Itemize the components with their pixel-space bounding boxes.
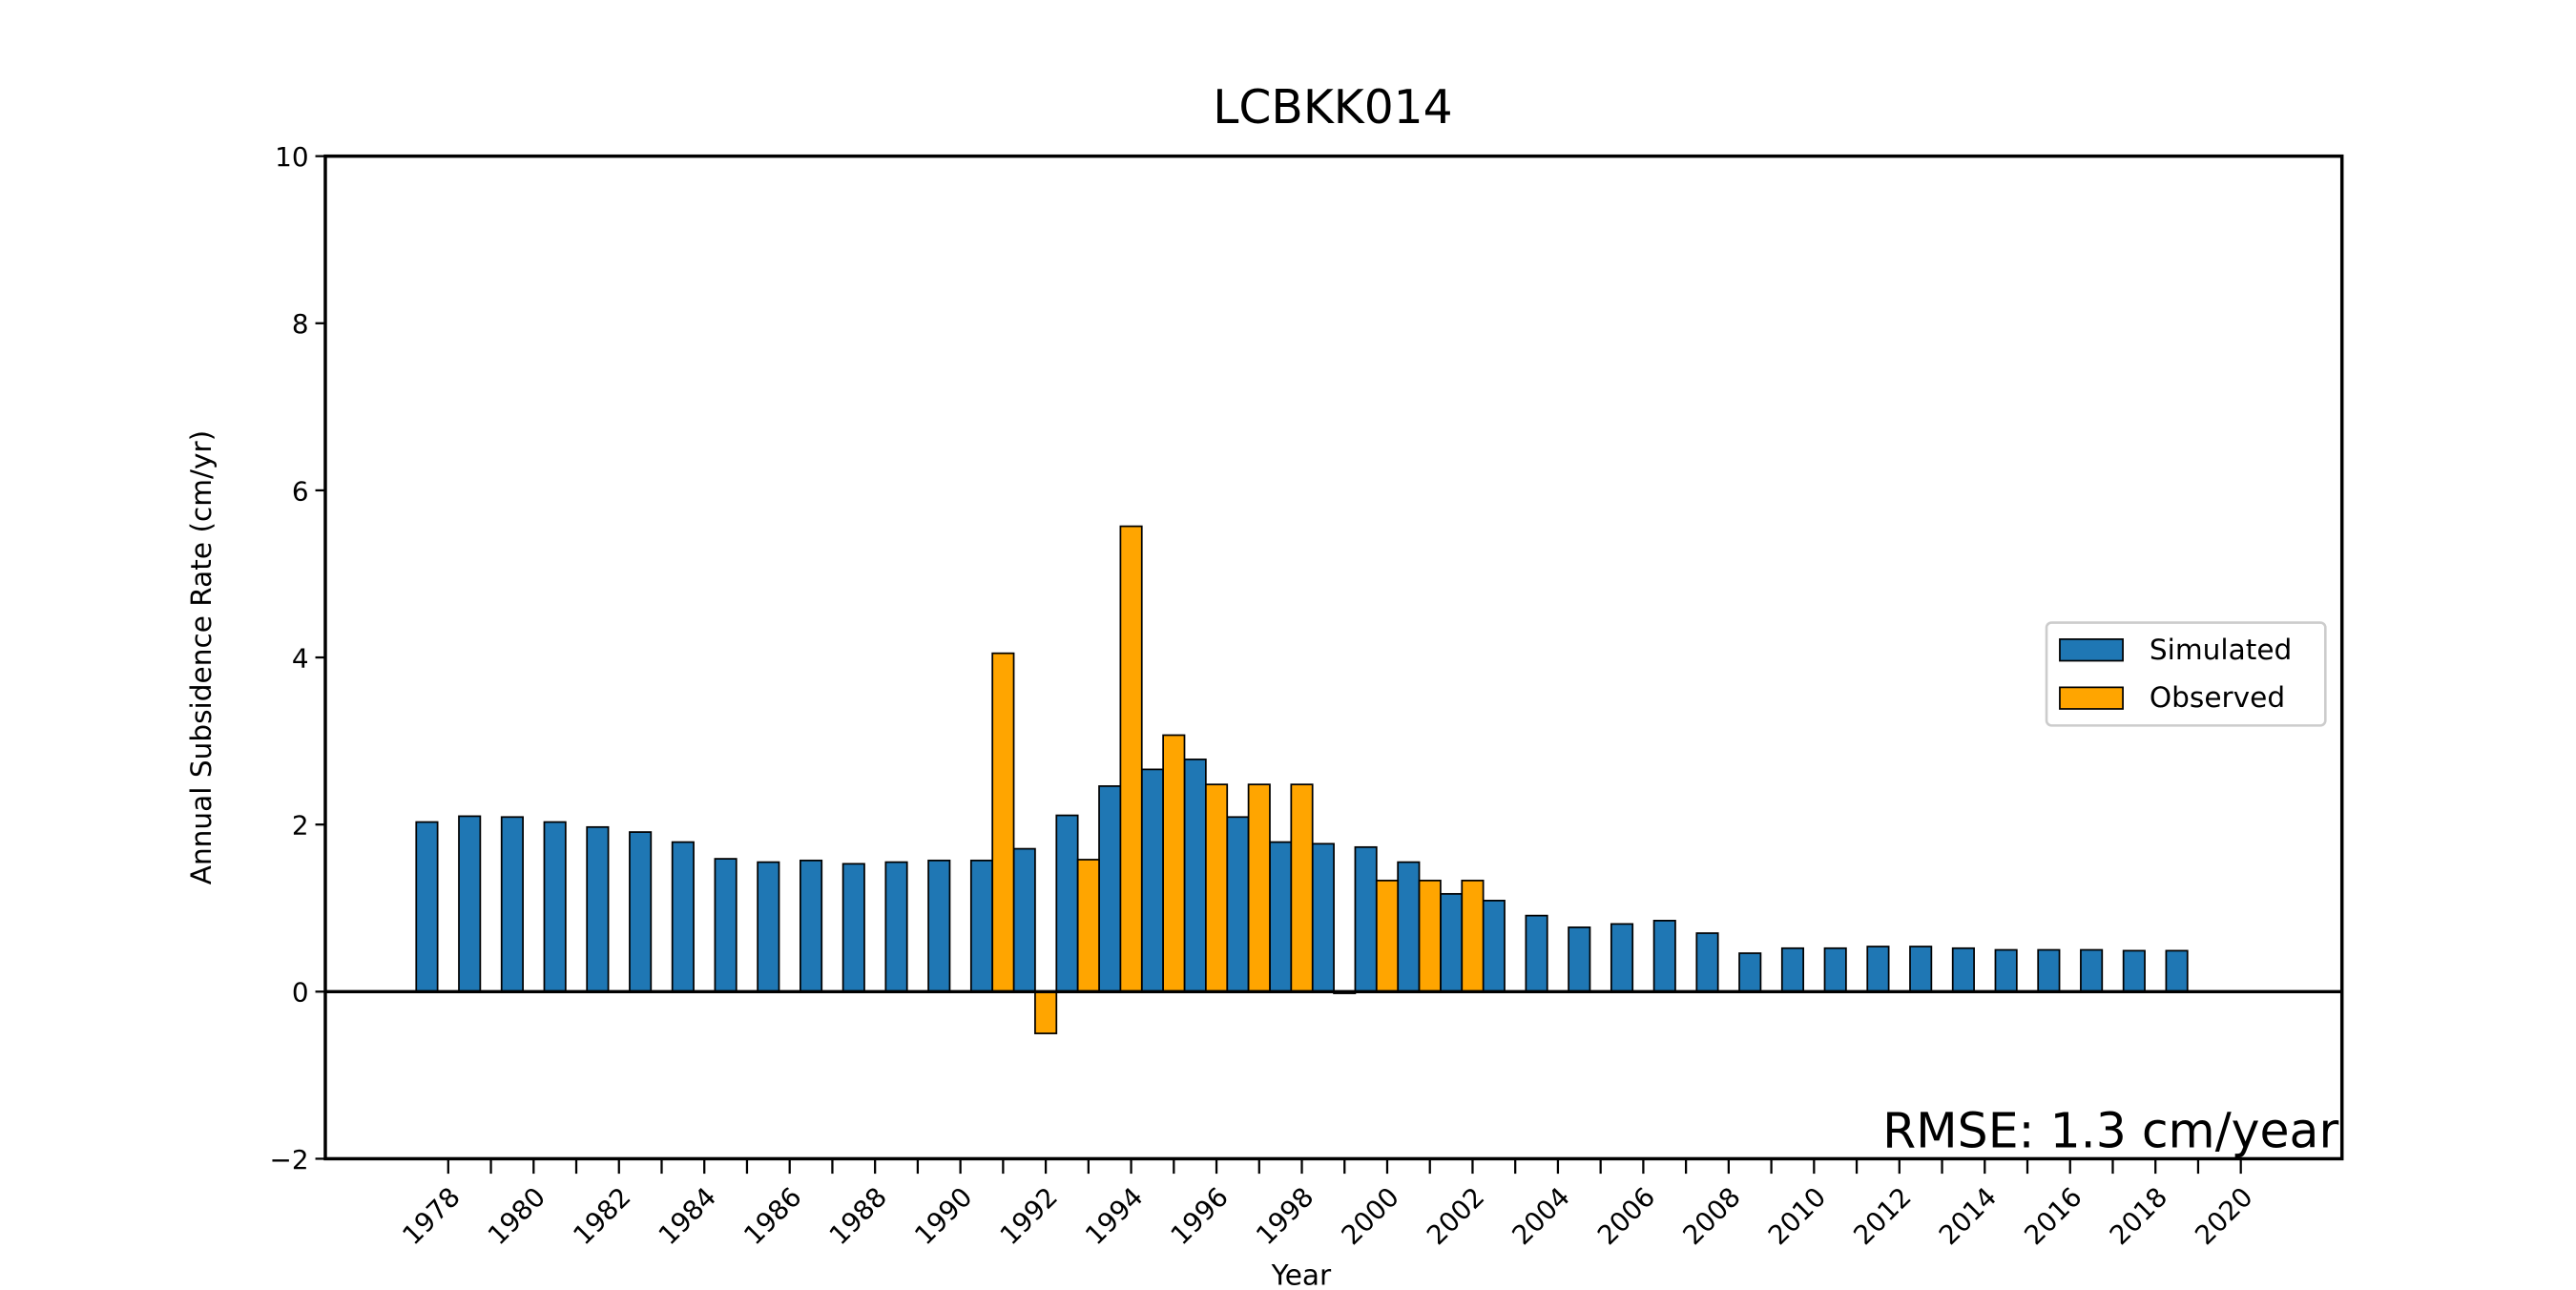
y-tick-label: 0 <box>292 977 309 1009</box>
bar <box>500 816 524 993</box>
bar <box>2037 948 2061 993</box>
legend-swatch <box>2059 638 2124 662</box>
bar <box>1055 814 1079 993</box>
bar <box>1461 879 1485 993</box>
bar <box>884 861 908 993</box>
x-tick-label: 1984 <box>653 1181 722 1251</box>
y-tick-label: 4 <box>292 642 309 674</box>
bar <box>800 859 823 993</box>
bar <box>757 861 780 993</box>
bar <box>1183 759 1207 993</box>
bar <box>1269 841 1293 993</box>
x-tick-label: 2012 <box>1847 1181 1917 1251</box>
bar <box>1354 845 1378 993</box>
y-axis-label: Annual Subsidence Rate (cm/yr) <box>185 430 218 884</box>
bar <box>1119 525 1143 993</box>
bar <box>1162 734 1186 993</box>
y-tick-label: 8 <box>292 308 309 340</box>
bar <box>629 831 653 993</box>
bar <box>1226 816 1250 993</box>
x-tick-label: 2002 <box>1421 1181 1490 1251</box>
bar <box>1140 768 1164 993</box>
bar <box>1738 952 1762 993</box>
bar <box>458 815 482 993</box>
bar <box>1909 946 1933 993</box>
bar <box>415 821 439 993</box>
bar <box>2080 948 2104 993</box>
x-tick-label: 1980 <box>482 1181 551 1251</box>
bar <box>1525 914 1548 993</box>
bar <box>1823 947 1847 993</box>
bar <box>2122 949 2146 993</box>
x-tick-label: 1986 <box>737 1181 807 1251</box>
plot-frame <box>323 154 2344 1161</box>
bar <box>1780 947 1805 993</box>
x-tick-label: 2020 <box>2189 1181 2258 1251</box>
bar <box>927 859 951 993</box>
bar <box>991 652 1015 993</box>
bar <box>1866 946 1890 993</box>
x-tick-label: 2004 <box>1506 1181 1575 1251</box>
x-tick-label: 1978 <box>396 1181 466 1251</box>
bar <box>1204 783 1229 993</box>
chart-title: LCBKK014 <box>1213 81 1452 135</box>
y-tick-label: 2 <box>292 810 309 842</box>
bar <box>1610 923 1634 993</box>
y-tick-label: 6 <box>292 475 309 507</box>
bar <box>714 858 737 993</box>
bar <box>1375 879 1400 993</box>
bar <box>1418 879 1442 993</box>
legend-label: Simulated <box>2150 634 2292 666</box>
bar <box>1290 783 1314 993</box>
bar <box>1695 932 1719 993</box>
bar <box>1951 947 1975 993</box>
bar <box>841 863 865 993</box>
bar <box>1397 861 1421 993</box>
bar <box>1098 785 1122 993</box>
y-tick-label: −2 <box>270 1144 309 1176</box>
bar <box>1440 892 1464 993</box>
legend-label: Observed <box>2150 681 2285 714</box>
bar <box>1247 783 1271 993</box>
x-tick-label: 1982 <box>567 1181 636 1251</box>
bar <box>1994 948 2018 993</box>
x-tick-label: 2008 <box>1676 1181 1746 1251</box>
x-tick-label: 2018 <box>2104 1181 2173 1251</box>
x-tick-label: 2000 <box>1335 1181 1404 1251</box>
x-tick-label: 2014 <box>1933 1181 2003 1251</box>
bar <box>1482 899 1506 993</box>
bar <box>969 859 994 993</box>
x-tick-label: 1992 <box>994 1181 1064 1251</box>
x-tick-label: 1998 <box>1250 1181 1319 1251</box>
bar <box>1652 920 1676 993</box>
bar <box>586 825 610 993</box>
x-tick-label: 1990 <box>908 1181 978 1251</box>
bar <box>1568 926 1591 993</box>
x-axis-label: Year <box>1271 1259 1332 1290</box>
x-tick-label: 2006 <box>1591 1181 1661 1251</box>
legend-swatch <box>2059 686 2124 710</box>
bar <box>1034 990 1058 1034</box>
bar <box>2165 949 2189 993</box>
x-tick-label: 1996 <box>1164 1181 1234 1251</box>
x-tick-label: 1994 <box>1079 1181 1149 1251</box>
y-tick-label: 10 <box>275 141 308 173</box>
bar <box>1311 843 1335 993</box>
legend: Simulated Observed <box>2045 621 2327 727</box>
x-tick-label: 2016 <box>2018 1181 2088 1251</box>
annotation: RMSE: 1.3 cm/year <box>1882 1102 2338 1158</box>
bar <box>543 821 567 993</box>
bar <box>1076 859 1100 993</box>
x-tick-label: 1988 <box>823 1181 893 1251</box>
bar <box>1012 847 1036 993</box>
x-tick-label: 2010 <box>1762 1181 1832 1251</box>
bar <box>671 841 695 993</box>
